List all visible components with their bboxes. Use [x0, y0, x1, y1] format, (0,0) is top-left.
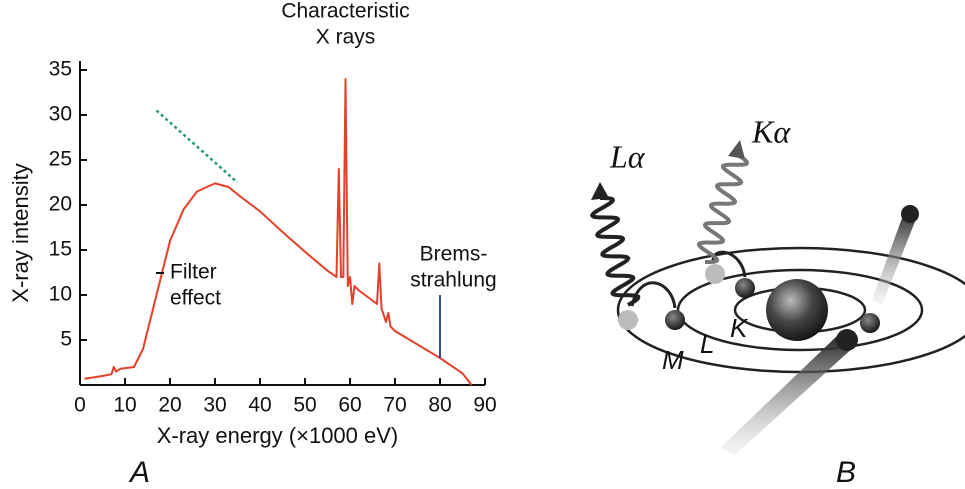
annotation: strahlung [410, 269, 496, 292]
chart-a: 5 10 15 20 25 30 35 0 10 20 30 40 50 60 70 80 90 X-ray en… [8, 0, 497, 489]
electron [860, 313, 880, 333]
middle-shell [676, 268, 924, 352]
panel-label: B [836, 456, 856, 489]
electron-track [720, 335, 856, 455]
y-tick-label: 5 [60, 328, 72, 351]
spectrum-line [84, 78, 473, 386]
atom-diagram: Lα Kα M L K B [589, 113, 965, 489]
x-tick-label: 40 [248, 394, 271, 417]
y-tick-label: 35 [49, 58, 72, 81]
x-axis-label: X-ray energy (×1000 eV) [157, 423, 399, 448]
incoming-electron [836, 329, 858, 351]
l-alpha-label: Lα [609, 138, 646, 174]
annotation: effect [170, 287, 221, 310]
x-tick-label: 30 [203, 394, 226, 417]
x-tick-label: 0 [74, 394, 86, 417]
l-shell-label: L [700, 329, 714, 359]
l-alpha-photon [589, 196, 641, 307]
x-tick-label: 80 [428, 394, 451, 417]
x-tick-label: 10 [113, 394, 136, 417]
k-alpha-photon [696, 153, 750, 264]
annotation: Characteristic [281, 0, 409, 23]
nucleus [766, 279, 828, 341]
x-tick-label: 90 [473, 394, 496, 417]
panel-label: A [128, 456, 150, 489]
y-tick-label: 10 [49, 283, 72, 306]
x-tick-label: 70 [383, 394, 406, 417]
y-tick-label: 25 [49, 148, 72, 171]
arrow-head [728, 140, 745, 159]
y-tick-label: 15 [49, 238, 72, 261]
arrow-head [591, 182, 609, 200]
electron [735, 278, 755, 298]
y-tick-label: 20 [49, 193, 72, 216]
electron-track [872, 210, 918, 305]
annotation: X rays [316, 26, 376, 49]
y-axis-label: X-ray intensity [8, 163, 33, 302]
k-alpha-label: Kα [751, 113, 791, 149]
annotation: Brems- [420, 243, 488, 266]
x-tick-label: 60 [338, 394, 361, 417]
vacancy [618, 310, 638, 330]
m-shell-label: M [662, 345, 684, 375]
incoming-electron [901, 205, 919, 223]
electron [665, 310, 685, 330]
tangent-line [155, 109, 239, 184]
vacancy [705, 264, 725, 284]
annotation: Filter [170, 261, 217, 284]
k-shell-label: K [730, 313, 749, 343]
y-tick-label: 30 [49, 103, 72, 126]
x-tick-label: 50 [293, 394, 316, 417]
x-tick-label: 20 [158, 394, 181, 417]
